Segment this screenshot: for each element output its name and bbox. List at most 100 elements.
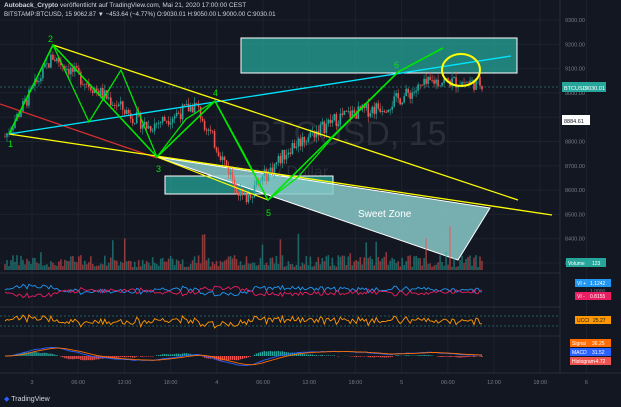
highlight-circle[interactable]	[441, 53, 481, 87]
macd-histogram-bar	[297, 353, 300, 356]
trendline-yellow-lower[interactable]	[8, 133, 553, 216]
volume-bar	[345, 264, 348, 270]
candle-body	[309, 132, 312, 138]
macd-histogram-bar	[239, 356, 242, 360]
trendline-cyan[interactable]	[8, 55, 512, 135]
volume-bar	[435, 264, 437, 270]
macd-histogram-bar	[48, 353, 50, 356]
candle-body	[425, 78, 427, 84]
candle-body	[66, 69, 68, 71]
volume-bar	[62, 266, 64, 270]
signal-tag	[570, 339, 611, 347]
volume-bar	[285, 265, 288, 270]
time-tick-label: 12:00	[118, 380, 132, 386]
volume-bar	[353, 261, 356, 270]
macd-value: 31.52	[592, 350, 605, 356]
candle-body	[291, 143, 294, 154]
volume-bar	[321, 257, 324, 270]
trendline-red[interactable]	[0, 103, 158, 159]
volume-bar	[141, 259, 144, 270]
candle-body	[285, 154, 288, 160]
candle-body	[261, 175, 264, 181]
tradingview-logo[interactable]: ◆ TradingView	[4, 395, 50, 403]
ucci-label: UCCI	[577, 318, 589, 324]
macd-histogram-bar	[355, 356, 357, 358]
volume-bar	[309, 256, 312, 270]
macd-histogram-bar	[74, 356, 76, 359]
volume-bar	[447, 264, 449, 270]
candle-body	[379, 108, 382, 113]
vi-plus-label: VI +	[577, 281, 586, 287]
volume-bar	[247, 263, 250, 270]
candle-body	[60, 62, 62, 66]
macd-histogram-bar	[124, 356, 126, 358]
candle-body	[107, 97, 110, 99]
volume-bar	[199, 263, 202, 270]
candle-body	[159, 122, 162, 124]
macd-histogram-bar	[149, 356, 152, 357]
time-axis: 3 06:00 12:00 18:00 4 06:00 12:00 18:00 5 06:00 12…	[30, 380, 587, 386]
candle-body	[141, 124, 144, 129]
macd-histogram-bar	[385, 356, 387, 358]
macd-histogram-bar	[245, 356, 248, 359]
target-zone-box[interactable]	[240, 37, 518, 74]
macd-histogram-bar	[375, 356, 377, 357]
macd-histogram-bar	[387, 356, 389, 358]
macd-histogram-bar	[134, 356, 136, 358]
macd-histogram-bar	[155, 355, 158, 356]
volume-bar	[189, 263, 192, 270]
histogram-label: Histogram	[572, 359, 595, 365]
volume-bar	[74, 261, 76, 270]
ucci-line	[4, 313, 483, 329]
volume-bar	[317, 257, 320, 270]
candle-body	[14, 120, 16, 128]
sweet-zone-triangle[interactable]	[156, 156, 491, 261]
volume-bar	[289, 264, 292, 270]
volume-bar	[80, 255, 82, 270]
volume-bar	[44, 265, 46, 270]
macd-histogram-bar	[225, 356, 228, 361]
macd-histogram-bar	[114, 356, 116, 359]
macd-histogram-bar	[44, 352, 46, 356]
macd-histogram-bar	[140, 356, 142, 357]
volume-bar	[26, 258, 28, 270]
macd-histogram-bar	[34, 351, 36, 356]
macd-histogram-bar	[373, 356, 375, 358]
candle-body	[84, 83, 86, 85]
macd-histogram-bar	[70, 356, 72, 360]
volume-bar	[139, 266, 142, 270]
macd-histogram-bar	[90, 356, 92, 361]
macd-histogram-bar	[52, 354, 54, 356]
volume-bar	[109, 257, 112, 270]
channel-yellow-inner[interactable]	[156, 156, 269, 201]
macd-histogram-bar	[449, 356, 451, 358]
trendline-yellow-upper[interactable]	[52, 44, 519, 201]
volume-bar	[227, 256, 230, 270]
candle-body	[183, 104, 186, 106]
macd-histogram-bar	[42, 352, 44, 356]
macd-histogram-bar	[163, 354, 166, 356]
candle-body	[315, 131, 318, 138]
price-tick-label: 9100.00	[565, 67, 585, 73]
volume-bar	[379, 261, 382, 270]
macd-histogram-bar	[313, 355, 316, 356]
volume-bar	[127, 260, 130, 270]
macd-histogram-bar	[56, 355, 58, 356]
volume-bar	[401, 257, 403, 270]
candle-body	[287, 152, 290, 155]
volume-bar	[98, 265, 100, 270]
volume-bar	[385, 252, 388, 270]
volume-bar	[197, 255, 200, 270]
candle-body	[46, 63, 48, 65]
volume-bar	[32, 257, 34, 270]
volume-bar	[175, 259, 178, 270]
macd-histogram-bar	[36, 352, 38, 356]
volume-bar	[269, 258, 272, 270]
candle-body	[313, 131, 316, 138]
candle-body	[347, 111, 350, 112]
macd-histogram-bar	[267, 351, 270, 356]
author-name[interactable]: Autoback_Crypto	[4, 2, 59, 9]
macd-histogram-bar	[241, 356, 244, 359]
volume-bar	[219, 260, 222, 270]
